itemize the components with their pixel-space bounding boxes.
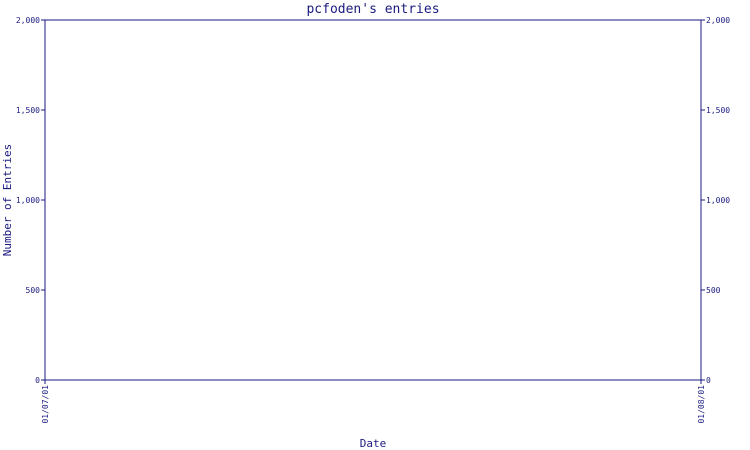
chart-title: pcfoden's entries [306,2,439,17]
x-tick-label: 01/08/01 [697,385,706,424]
plot-frame [44,19,702,381]
y-tick-label-left: 1,000 [16,196,40,205]
y-tick-label-left: 500 [26,286,41,295]
y-tick-label-right: 1,000 [706,196,730,205]
y-tick-label-right: 500 [706,286,721,295]
y-tick-label-left: 0 [35,376,40,385]
y-tick-label-left: 2,000 [16,16,40,25]
y-tick-label-right: 2,000 [706,16,730,25]
y-tick-label-left: 1,500 [16,106,40,115]
y-axis-left: 0 500 1,000 1,500 2,000 [16,16,45,385]
y-axis-right: 0 500 1,000 1,500 2,000 [701,16,730,385]
y-tick-label-right: 0 [706,376,711,385]
x-tick-label: 01/07/01 [41,385,50,424]
y-tick-label-right: 1,500 [706,106,730,115]
x-axis: 01/07/01 01/08/01 [41,380,706,424]
y-axis-label: Number of Entries [1,144,14,257]
x-axis-label: Date [360,437,387,450]
